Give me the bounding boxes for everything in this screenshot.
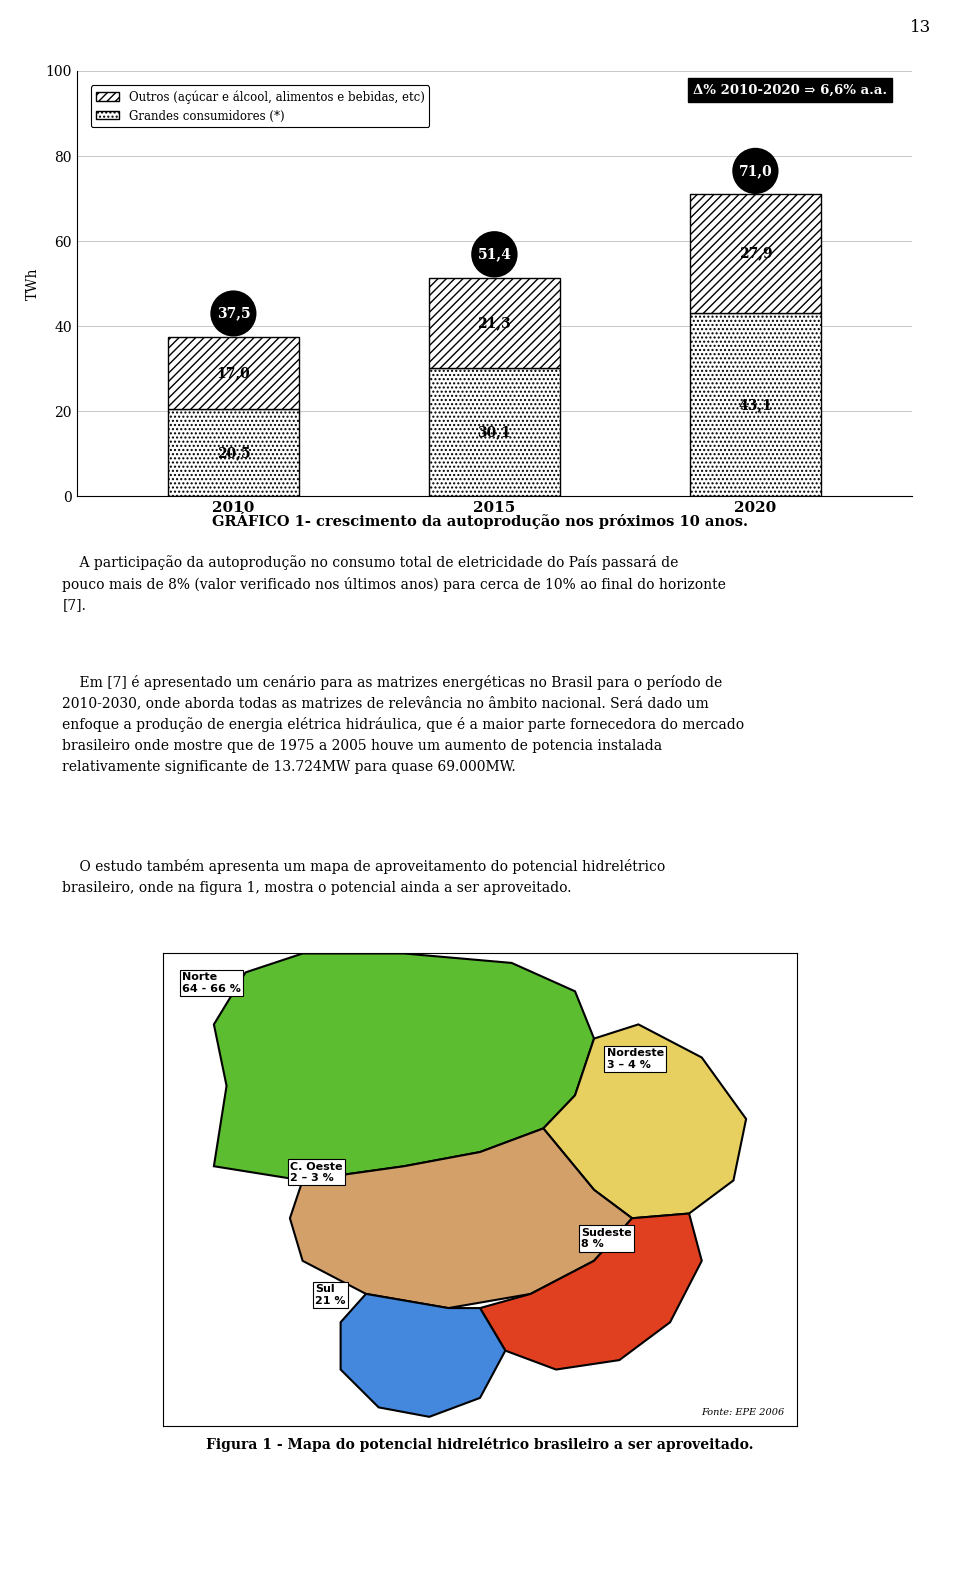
Text: 71,0: 71,0 [738,164,772,178]
Text: A participação da autoprodução no consumo total de eletricidade do País passará : A participação da autoprodução no consum… [62,555,727,613]
Text: 51,4: 51,4 [477,247,512,262]
Text: Sul
21 %: Sul 21 % [315,1284,346,1307]
Bar [168,410,299,496]
Text: C. Oeste
2 – 3 %: C. Oeste 2 – 3 % [290,1162,343,1184]
Bar [690,314,821,496]
Polygon shape [341,1294,505,1417]
Text: Sudeste
8 %: Sudeste 8 % [582,1228,632,1250]
Text: 21,3: 21,3 [477,317,512,329]
Text: 43,1: 43,1 [738,397,773,411]
Text: 27,9: 27,9 [738,247,772,260]
Text: Em [7] é apresentado um cenário para as matrizes energéticas no Brasil para o pe: Em [7] é apresentado um cenário para as … [62,675,745,774]
Text: 20,5: 20,5 [217,446,251,460]
Bar [429,369,560,496]
Text: Norte
64 - 66 %: Norte 64 - 66 % [182,972,241,994]
Text: Figura 1 - Mapa do potencial hidrelétrico brasileiro a ser aproveitado.: Figura 1 - Mapa do potencial hidrelétric… [206,1437,754,1453]
Text: GRÁFICO 1- crescimento da autoprodução nos próximos 10 anos.: GRÁFICO 1- crescimento da autoprodução n… [212,512,748,530]
Text: 17,0: 17,0 [217,366,251,380]
Text: Δ% 2010-2020 ⇒ 6,6% a.a.: Δ% 2010-2020 ⇒ 6,6% a.a. [693,84,887,96]
Text: 37,5: 37,5 [217,306,251,320]
Bar [429,277,560,369]
Text: Fonte: EPE 2006: Fonte: EPE 2006 [701,1407,784,1417]
Bar [690,194,821,314]
Text: 30,1: 30,1 [477,426,512,440]
Polygon shape [214,953,594,1180]
Polygon shape [290,1128,632,1308]
Legend: Outros (açúcar e álcool, alimentos e bebidas, etc), Grandes consumidores (*): Outros (açúcar e álcool, alimentos e beb… [91,85,429,128]
Text: 13: 13 [910,19,931,36]
Y-axis label: TWh: TWh [26,268,40,299]
Text: Nordeste
3 – 4 %: Nordeste 3 – 4 % [607,1048,664,1070]
Polygon shape [543,1024,746,1218]
Text: O estudo também apresenta um mapa de aproveitamento do potencial hidrelétrico
br: O estudo também apresenta um mapa de apr… [62,859,665,895]
Bar [168,337,299,410]
Polygon shape [480,1214,702,1370]
